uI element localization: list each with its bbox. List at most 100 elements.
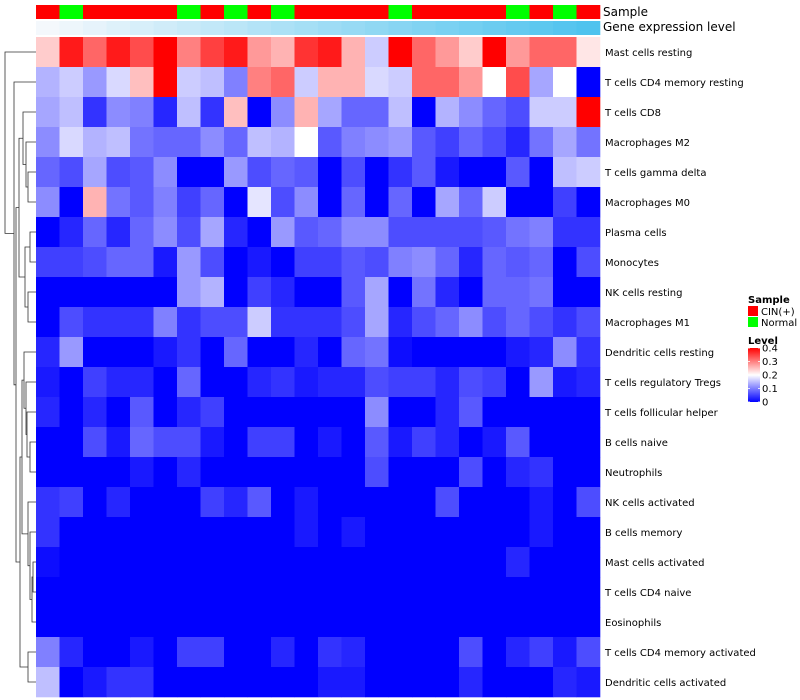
heatmap-cell — [106, 277, 131, 308]
heatmap-cell — [106, 547, 131, 578]
heatmap-cell — [177, 217, 201, 248]
heatmap-cell — [365, 307, 389, 338]
heatmap-cell — [247, 277, 272, 308]
heatmap-cell — [529, 607, 554, 638]
heatmap-cell — [412, 457, 436, 488]
sample-anno-cell — [294, 5, 319, 19]
heatmap-cell — [130, 637, 154, 668]
heatmap-cell — [271, 487, 295, 518]
heatmap-cell — [130, 457, 154, 488]
heatmap-cell — [177, 517, 201, 548]
heatmap-cell — [529, 547, 554, 578]
heatmap-cell — [576, 547, 601, 578]
heatmap-cell — [576, 427, 601, 458]
heatmap-cell — [388, 67, 413, 98]
heatmap-cell — [553, 277, 577, 308]
sample-anno-cell — [553, 5, 577, 19]
heatmap-cell — [224, 97, 248, 128]
heatmap-cell — [177, 187, 201, 218]
heatmap-cell — [529, 457, 554, 488]
heatmap-cell — [177, 277, 201, 308]
heatmap-cell — [200, 367, 225, 398]
heatmap-cell — [435, 97, 460, 128]
sample-anno-cell — [177, 5, 201, 19]
heatmap-cell — [553, 157, 577, 188]
heatmap-cell — [341, 397, 366, 428]
expression-anno-cell — [553, 21, 577, 35]
expression-anno-cell — [83, 21, 107, 35]
heatmap-cell — [83, 517, 107, 548]
heatmap-cell — [412, 307, 436, 338]
heatmap-cell — [341, 37, 366, 68]
heatmap-cell — [529, 427, 554, 458]
heatmap-cell — [482, 307, 507, 338]
heatmap-cell — [459, 397, 483, 428]
heatmap-cell — [130, 667, 154, 698]
heatmap-cell — [83, 667, 107, 698]
heatmap-cell — [576, 487, 601, 518]
heatmap-cell — [365, 157, 389, 188]
heatmap-cell — [482, 517, 507, 548]
heatmap-cell — [224, 37, 248, 68]
heatmap-cell — [459, 307, 483, 338]
heatmap-cell — [177, 577, 201, 608]
heatmap-cell — [224, 337, 248, 368]
heatmap-cell — [153, 457, 178, 488]
heatmap-cell — [247, 637, 272, 668]
heatmap-cell — [412, 397, 436, 428]
heatmap-cell — [153, 157, 178, 188]
sample-anno-cell — [388, 5, 413, 19]
heatmap-cell — [106, 487, 131, 518]
heatmap-cell — [59, 547, 84, 578]
heatmap-cell — [177, 157, 201, 188]
heatmap-cell — [365, 337, 389, 368]
heatmap-cell — [224, 67, 248, 98]
heatmap-cell — [365, 127, 389, 158]
heatmap-cell — [482, 247, 507, 278]
level-tick-label: 0.3 — [762, 357, 778, 368]
heatmap-cell — [294, 97, 319, 128]
annotation-label: Sample — [603, 5, 648, 19]
row-label: Eosinophils — [605, 618, 661, 629]
heatmap-cell — [153, 67, 178, 98]
dendrogram-branch — [22, 111, 36, 165]
heatmap-cell — [177, 97, 201, 128]
heatmap-cell — [435, 247, 460, 278]
heatmap-cell — [106, 97, 131, 128]
heatmap-cell — [83, 547, 107, 578]
heatmap-cell — [435, 217, 460, 248]
dendrogram-branch — [4, 51, 36, 234]
heatmap-cell — [506, 547, 530, 578]
dendrogram-branch — [19, 456, 28, 668]
heatmap-cell — [482, 187, 507, 218]
heatmap-cell — [506, 517, 530, 548]
level-tick-label: 0.2 — [762, 371, 778, 382]
heatmap-cell — [36, 217, 60, 248]
dendrogram-branch — [27, 501, 36, 567]
heatmap-cell — [318, 67, 342, 98]
expression-anno-cell — [459, 21, 483, 35]
heatmap-cell — [36, 307, 60, 338]
heatmap-cell — [153, 667, 178, 698]
heatmap-cell — [435, 487, 460, 518]
heatmap-cell — [459, 577, 483, 608]
heatmap-cell — [83, 607, 107, 638]
heatmap-cell — [318, 217, 342, 248]
dendrogram-branch — [27, 651, 36, 683]
heatmap-cell — [106, 367, 131, 398]
heatmap-cell — [83, 397, 107, 428]
heatmap-cell — [36, 487, 60, 518]
heatmap-cell — [153, 187, 178, 218]
row-label: T cells follicular helper — [604, 408, 719, 419]
expression-anno-cell — [318, 21, 342, 35]
heatmap-cell — [388, 97, 413, 128]
heatmap-cell — [365, 547, 389, 578]
heatmap-cell — [576, 127, 601, 158]
heatmap-cell — [200, 37, 225, 68]
heatmap-cell — [36, 157, 60, 188]
heatmap-cell — [247, 427, 272, 458]
heatmap-cell — [459, 127, 483, 158]
heatmap-cell — [59, 577, 84, 608]
heatmap-cell — [224, 517, 248, 548]
